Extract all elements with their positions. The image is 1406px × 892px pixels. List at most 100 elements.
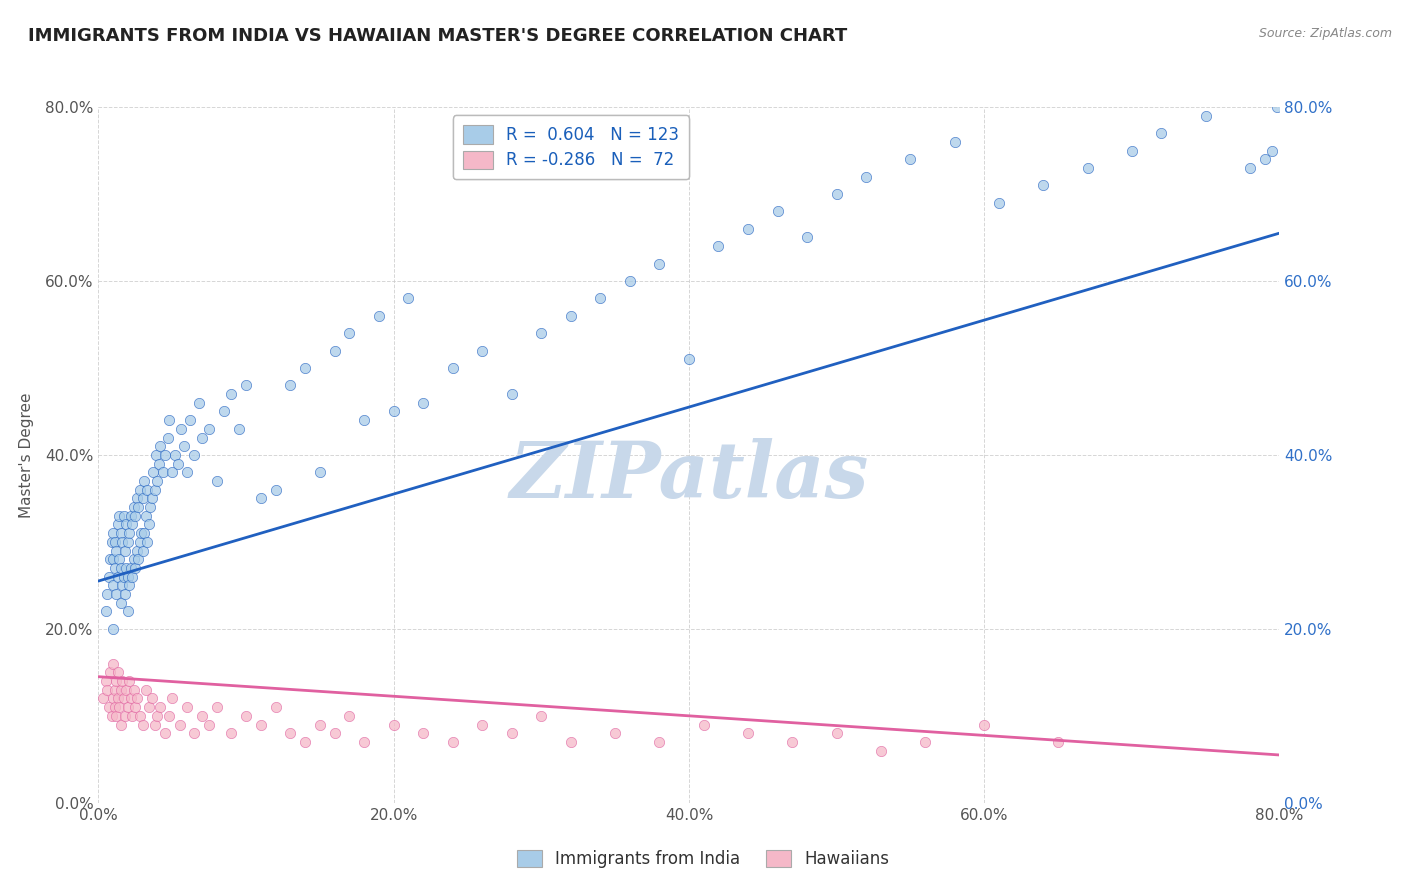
Point (153, 726, 176, 740)
Point (139, 500, 162, 514)
Point (141, 691, 163, 706)
Legend: Immigrants from India, Hawaiians: Immigrants from India, Hawaiians (510, 843, 896, 875)
Point (124, 561, 146, 575)
Point (471, 343, 494, 358)
Point (114, 543, 136, 558)
Point (382, 717, 405, 731)
Point (1254, 152, 1277, 166)
Point (118, 578, 141, 592)
Point (869, 744, 891, 758)
Point (412, 396, 434, 410)
Y-axis label: Master's Degree: Master's Degree (18, 392, 34, 517)
Point (235, 378, 257, 392)
Point (183, 726, 205, 740)
Point (167, 457, 190, 471)
Point (157, 413, 180, 427)
Point (104, 561, 127, 575)
Point (105, 708, 128, 723)
Point (441, 735, 464, 749)
Point (108, 508, 131, 523)
Point (396, 291, 419, 305)
Point (91, 691, 114, 706)
Point (228, 422, 250, 436)
Point (122, 682, 145, 697)
Point (205, 700, 228, 714)
Point (121, 570, 143, 584)
Point (707, 239, 730, 253)
Point (143, 483, 166, 497)
Point (114, 708, 136, 723)
Point (138, 517, 160, 532)
Point (1150, 126, 1173, 140)
Point (309, 717, 332, 731)
Point (173, 439, 195, 453)
Point (250, 717, 273, 731)
Point (648, 256, 671, 270)
Point (278, 378, 302, 392)
Point (143, 717, 166, 731)
Point (115, 682, 138, 697)
Point (98, 665, 121, 680)
Point (1032, 178, 1054, 193)
Point (1261, 144, 1284, 158)
Point (117, 700, 139, 714)
Point (110, 561, 132, 575)
Point (145, 448, 167, 462)
Point (323, 343, 346, 358)
Text: ZIPatlas: ZIPatlas (509, 438, 869, 514)
Point (105, 543, 128, 558)
Point (122, 500, 145, 514)
Point (110, 682, 132, 697)
Point (146, 474, 169, 488)
Point (187, 396, 209, 410)
Point (153, 448, 176, 462)
Point (94, 605, 117, 619)
Point (121, 708, 143, 723)
Point (648, 735, 671, 749)
Point (353, 735, 375, 749)
Point (105, 674, 128, 689)
Point (115, 517, 138, 532)
Point (766, 204, 789, 219)
Point (107, 517, 129, 532)
Point (250, 491, 273, 506)
Point (530, 326, 553, 340)
Point (120, 691, 142, 706)
Point (124, 700, 146, 714)
Point (368, 309, 391, 323)
Point (117, 570, 139, 584)
Point (114, 587, 136, 601)
Point (94, 674, 117, 689)
Point (264, 700, 287, 714)
Point (127, 552, 149, 566)
Point (170, 422, 193, 436)
Point (103, 552, 125, 566)
Point (118, 526, 141, 541)
Point (122, 552, 145, 566)
Point (294, 735, 316, 749)
Point (110, 717, 132, 731)
Point (121, 517, 143, 532)
Point (162, 691, 183, 706)
Point (205, 474, 228, 488)
Text: Source: ZipAtlas.com: Source: ZipAtlas.com (1258, 27, 1392, 40)
Point (125, 691, 148, 706)
Point (148, 457, 170, 471)
Point (128, 708, 150, 723)
Point (110, 526, 132, 541)
Point (176, 700, 198, 714)
Point (943, 135, 966, 149)
Point (1239, 161, 1261, 175)
Point (103, 526, 125, 541)
Point (118, 674, 141, 689)
Point (157, 708, 180, 723)
Point (165, 448, 187, 462)
Point (132, 717, 155, 731)
Point (111, 534, 134, 549)
Point (103, 657, 125, 671)
Point (107, 570, 129, 584)
Point (120, 508, 142, 523)
Point (110, 596, 132, 610)
Point (134, 474, 156, 488)
Point (471, 717, 494, 731)
